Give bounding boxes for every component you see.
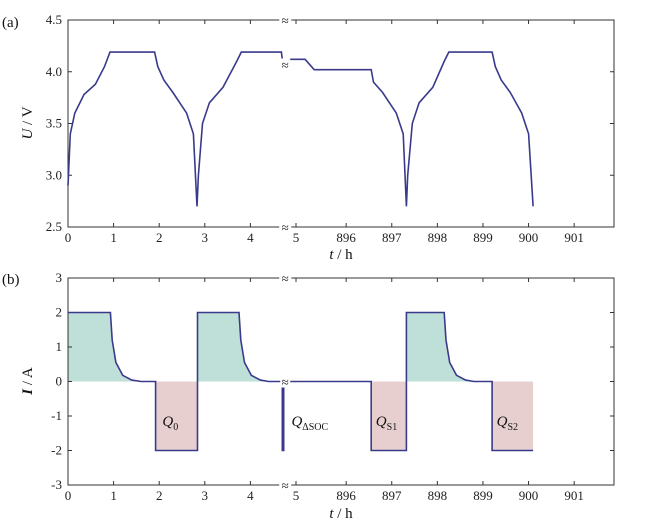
- axis-break-mask: [279, 14, 292, 26]
- x-tick-label: 901: [564, 488, 584, 503]
- panel-b-ylabel-var: I: [20, 388, 36, 396]
- x-tick-label: 901: [564, 230, 584, 245]
- annotation-base: Q: [291, 414, 302, 430]
- x-tick-label: 899: [473, 488, 493, 503]
- panel-a-xlabel: t / h: [329, 247, 353, 263]
- x-tick-label: 897: [382, 488, 402, 503]
- annotation-subscript: S1: [387, 422, 398, 433]
- y-tick-label: 1: [56, 339, 63, 354]
- panel-a-voltage-line: [67, 51, 534, 207]
- x-tick-label: 896: [336, 488, 356, 503]
- panel-a-label: (a): [2, 15, 19, 31]
- panel-b-xlabel-var: t: [329, 506, 334, 522]
- charge-area: [68, 312, 141, 382]
- panel-a-xlabel-unit: / h: [334, 247, 354, 263]
- charge-area: [197, 312, 269, 382]
- x-tick-label: 2: [156, 488, 163, 503]
- charge-annotation: QΔSOC: [291, 414, 328, 433]
- axis-break-mark: ≈: [282, 478, 289, 493]
- line-break-mask: [280, 58, 291, 71]
- x-tick-label: 0: [65, 488, 72, 503]
- annotation-subscript: S2: [507, 422, 518, 433]
- charge-annotation: QS2: [497, 414, 518, 433]
- y-tick-label: -3: [51, 477, 62, 492]
- discharge-area: [492, 381, 534, 451]
- y-tick-label: -2: [51, 443, 62, 458]
- x-tick-label: 3: [202, 488, 209, 503]
- panel-a-ylabel-unit: / V: [20, 106, 36, 128]
- x-tick-label: 897: [382, 230, 402, 245]
- y-tick-label: 3.5: [46, 116, 62, 131]
- x-tick-label: 898: [428, 230, 448, 245]
- discharge-area: [155, 381, 198, 451]
- annotation-base: Q: [162, 414, 173, 430]
- panel-b-ylabel: I / A: [20, 367, 36, 396]
- line-break-mark: ≈: [282, 375, 289, 390]
- charge-annotation: QS1: [376, 414, 397, 433]
- x-tick-label: 5: [293, 488, 300, 503]
- panel-b-ylabel-unit: / A: [20, 367, 36, 389]
- x-tick-label: 1: [110, 488, 117, 503]
- y-tick-label: 2: [56, 305, 63, 320]
- x-tick-label: 4: [247, 230, 254, 245]
- panel-b-xlabel-unit: / h: [334, 506, 354, 522]
- x-tick-label: 898: [428, 488, 448, 503]
- panel-a-voltage-chart: (a) 2.5 3.0 3.5 4.0 4.5 0 1 2 3 4 5 896 897 898 899 90…: [2, 12, 615, 263]
- y-tick-label: 0: [56, 374, 63, 389]
- axis-break-mark: ≈: [282, 13, 289, 28]
- x-tick-label: 0: [65, 230, 72, 245]
- discharge-area: [371, 381, 407, 451]
- x-tick-label: 896: [336, 230, 356, 245]
- charge-area: [406, 312, 474, 382]
- y-tick-label: 3: [56, 270, 63, 285]
- panel-a-ylabel-var: U: [20, 128, 36, 140]
- charge-annotation: Q0: [162, 414, 178, 433]
- y-tick-label: 2.5: [46, 219, 62, 234]
- y-tick-label: 4.0: [46, 64, 62, 79]
- x-tick-label: 1: [110, 230, 117, 245]
- line-break-mark: ≈: [282, 58, 289, 73]
- y-tick-label: -1: [51, 408, 62, 423]
- line-break-mask: [280, 375, 291, 388]
- x-tick-label: 900: [519, 230, 539, 245]
- x-tick-label: 900: [519, 488, 539, 503]
- panel-b-current-line: [68, 311, 534, 452]
- axis-break-mask: [279, 272, 292, 284]
- annotation-subscript: ΔSOC: [302, 422, 328, 433]
- x-tick-label: 5: [293, 230, 300, 245]
- axis-break-mask: [279, 221, 292, 233]
- y-tick-label: 4.5: [46, 12, 62, 27]
- x-tick-label: 3: [202, 230, 209, 245]
- x-tick-label: 899: [473, 230, 493, 245]
- panel-b-label: (b): [2, 272, 20, 288]
- panel-b-xlabel: t / h: [329, 506, 353, 522]
- axis-break-mark: ≈: [282, 271, 289, 286]
- x-tick-label: 4: [247, 488, 254, 503]
- annotation-subscript: 0: [173, 422, 178, 433]
- annotation-base: Q: [376, 414, 387, 430]
- axis-break-mask: [279, 479, 292, 491]
- y-tick-label: 3.0: [46, 167, 62, 182]
- panel-a-xlabel-var: t: [329, 247, 334, 263]
- panel-a-ylabel: U / V: [20, 106, 36, 139]
- x-tick-label: 2: [156, 230, 163, 245]
- axis-break-mark: ≈: [282, 220, 289, 235]
- annotation-base: Q: [497, 414, 508, 430]
